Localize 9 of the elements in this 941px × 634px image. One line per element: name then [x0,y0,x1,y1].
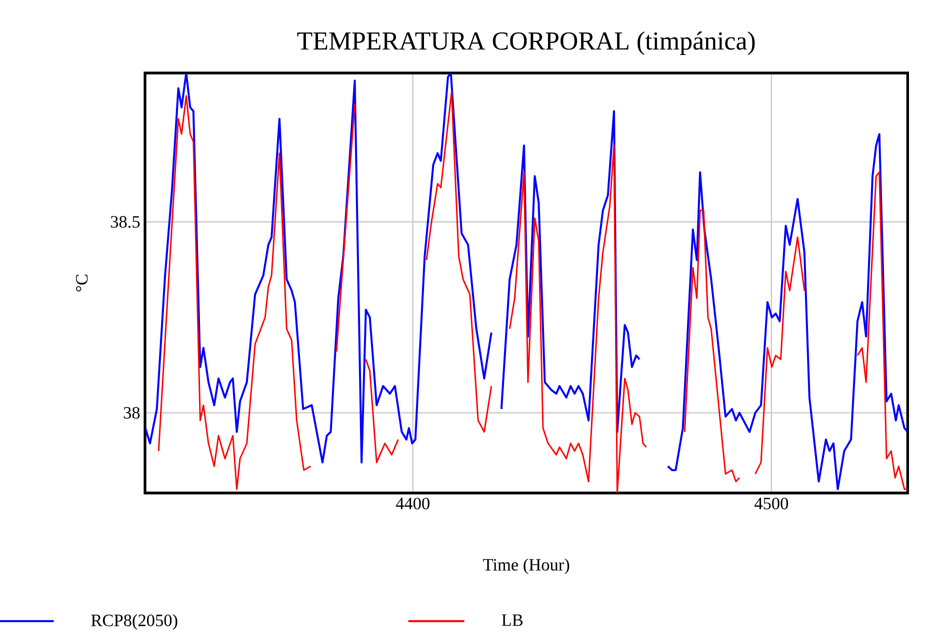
y-tick-label: 38 [124,406,140,419]
legend-label: RCP8(2050) [91,614,178,630]
y-axis-title: °C [76,274,88,292]
x-tick-label: 4400 [396,498,430,510]
x-axis-title: Time (Hour) [483,558,570,574]
x-tick-label: 4500 [754,498,788,510]
y-tick-label: 38.5 [110,216,140,228]
chart-title: TEMPERATURA CORPORAL (timpánica) [297,31,755,56]
legend-label: LB [502,614,523,626]
